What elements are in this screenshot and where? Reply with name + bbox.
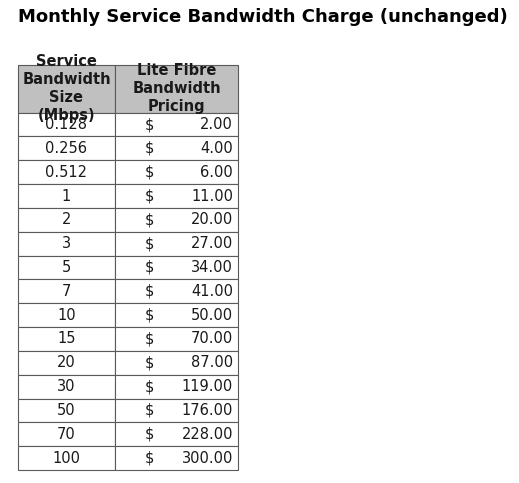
Text: Service
Bandwidth
Size
(Mbps): Service Bandwidth Size (Mbps) [22,54,111,123]
Bar [18,137,115,160]
Bar [18,160,115,184]
Text: $: $ [145,284,154,299]
Text: 20: 20 [57,355,76,370]
Bar [115,137,238,160]
Bar [115,113,238,137]
Bar [18,422,115,446]
Text: 0.512: 0.512 [46,165,88,180]
Text: 50: 50 [57,403,76,418]
Bar [115,446,238,470]
Bar [115,160,238,184]
Bar [18,184,115,208]
Text: Monthly Service Bandwidth Charge (unchanged): Monthly Service Bandwidth Charge (unchan… [18,8,508,26]
Text: $: $ [145,403,154,418]
Bar [115,184,238,208]
Bar [18,303,115,327]
Text: 50.00: 50.00 [191,308,233,323]
Bar [18,327,115,351]
Text: 41.00: 41.00 [191,284,233,299]
Text: $: $ [145,236,154,251]
Bar [115,327,238,351]
Bar [115,398,238,422]
Text: 7: 7 [62,284,71,299]
Bar [18,446,115,470]
Text: 100: 100 [52,451,80,466]
Bar [18,398,115,422]
Bar [115,375,238,398]
Bar [18,208,115,232]
Text: 5: 5 [62,260,71,275]
Text: $: $ [145,331,154,346]
Text: $: $ [145,260,154,275]
Text: 11.00: 11.00 [191,188,233,203]
Bar [115,279,238,303]
Text: 30: 30 [57,379,76,394]
Text: 2: 2 [62,213,71,227]
Text: 10: 10 [57,308,76,323]
Text: $: $ [145,188,154,203]
Text: $: $ [145,379,154,394]
Text: $: $ [145,117,154,132]
Text: $: $ [145,427,154,442]
Text: 27.00: 27.00 [191,236,233,251]
Bar [115,232,238,256]
Bar [115,303,238,327]
Bar [115,351,238,375]
Bar [18,351,115,375]
Bar [115,65,238,113]
Text: 228.00: 228.00 [182,427,233,442]
Text: 70: 70 [57,427,76,442]
Text: 34.00: 34.00 [191,260,233,275]
Text: $: $ [145,308,154,323]
Bar [18,232,115,256]
Bar [18,256,115,279]
Bar [18,113,115,137]
Text: Lite Fibre
Bandwidth
Pricing: Lite Fibre Bandwidth Pricing [132,63,221,114]
Text: 3: 3 [62,236,71,251]
Bar [115,256,238,279]
Text: 20.00: 20.00 [191,213,233,227]
Text: 300.00: 300.00 [182,451,233,466]
Text: 0.128: 0.128 [46,117,88,132]
Text: $: $ [145,451,154,466]
Text: 119.00: 119.00 [182,379,233,394]
Text: 15: 15 [57,331,76,346]
Text: 0.256: 0.256 [46,141,88,156]
Bar [115,208,238,232]
Bar [18,65,115,113]
Bar [18,279,115,303]
Text: $: $ [145,165,154,180]
Text: 2.00: 2.00 [200,117,233,132]
Text: 1: 1 [62,188,71,203]
Text: 6.00: 6.00 [200,165,233,180]
Text: $: $ [145,355,154,370]
Bar [115,422,238,446]
Text: 4.00: 4.00 [200,141,233,156]
Text: 70.00: 70.00 [191,331,233,346]
Bar [18,375,115,398]
Text: $: $ [145,141,154,156]
Text: 87.00: 87.00 [191,355,233,370]
Text: 176.00: 176.00 [182,403,233,418]
Text: $: $ [145,213,154,227]
